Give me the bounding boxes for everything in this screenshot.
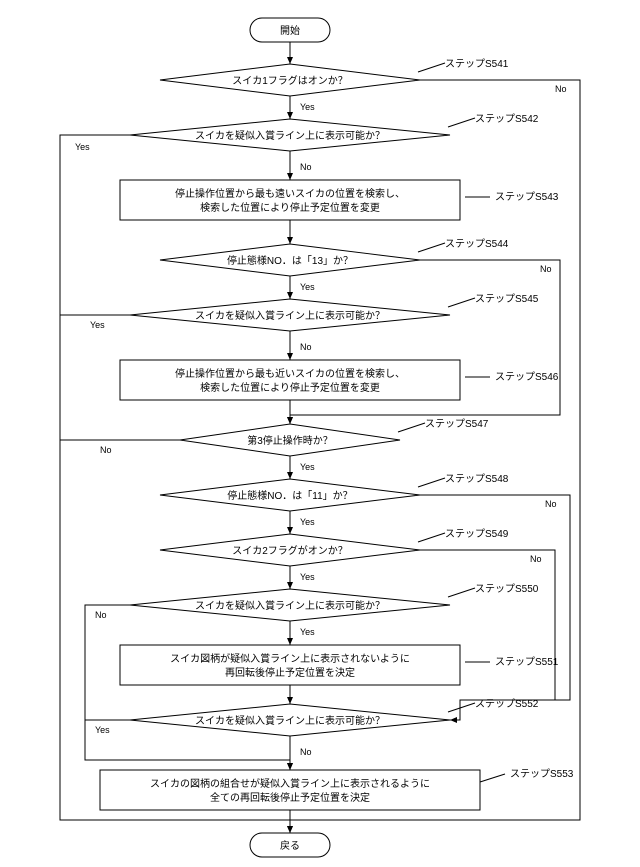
- leader-line: [448, 703, 475, 712]
- node-s549: スイカ2フラグがオンか？: [160, 534, 420, 566]
- node-s552: スイカを疑似入賞ライン上に表示可能か？: [130, 704, 450, 736]
- edge-label: No: [530, 554, 542, 564]
- edge-label: No: [540, 264, 552, 274]
- edge-label: No: [95, 610, 107, 620]
- node-text: スイカを疑似入賞ライン上に表示可能か？: [195, 599, 385, 612]
- leader-line: [480, 774, 505, 782]
- edge-label: No: [545, 499, 557, 509]
- node-s544: 停止態様NO．は「13」か？: [160, 244, 420, 276]
- node-s543: 停止操作位置から最も遠いスイカの位置を検索し、検索した位置により停止予定位置を変…: [120, 180, 460, 220]
- leader-line: [418, 478, 445, 487]
- edge-label: No: [300, 342, 312, 352]
- node-s553: スイカの図柄の組合せが疑似入賞ライン上に表示されるように全ての再回転後停止予定位…: [100, 770, 480, 810]
- node-s541: スイカ1フラグはオンか？: [160, 64, 420, 96]
- node-text: スイカ1フラグはオンか？: [232, 74, 348, 87]
- edge-label: No: [555, 84, 567, 94]
- step-label: ステップS552: [475, 698, 539, 710]
- node-text: 開始: [280, 24, 300, 37]
- step-label: ステップS542: [475, 113, 539, 125]
- step-label: ステップS544: [445, 238, 509, 250]
- node-text-line2: 検索した位置により停止予定位置を変更: [200, 381, 380, 394]
- node-s542: スイカを疑似入賞ライン上に表示可能か？: [130, 119, 450, 151]
- edge-label: Yes: [90, 320, 105, 330]
- edge-label: Yes: [75, 142, 90, 152]
- node-s550: スイカを疑似入賞ライン上に表示可能か？: [130, 589, 450, 621]
- edge-label: No: [100, 445, 112, 455]
- step-label: ステップS553: [510, 768, 574, 780]
- edge-label: Yes: [300, 627, 315, 637]
- node-text: 停止態様NO．は「13」か？: [227, 254, 353, 267]
- flowchart: Yes No No Yes Yes No No Yes Yes No Yes No Yes No Yes No…: [0, 0, 640, 867]
- leader-line: [418, 243, 445, 252]
- node-text-line1: 停止操作位置から最も近いスイカの位置を検索し、: [175, 367, 405, 380]
- edge-label: No: [300, 747, 312, 757]
- node-text: 第3停止操作時か？: [247, 434, 333, 447]
- node-start: 開始: [250, 18, 330, 42]
- edge: [85, 605, 290, 770]
- node-text-line1: スイカの図柄の組合せが疑似入賞ライン上に表示されるように: [150, 777, 430, 790]
- node-s551: スイカ図柄が疑似入賞ライン上に表示されないように再回転後停止予定位置を決定: [120, 645, 460, 685]
- step-label: ステップS549: [445, 528, 509, 540]
- leader-line: [418, 533, 445, 542]
- leader-line: [448, 298, 475, 307]
- edge-label: No: [300, 162, 312, 172]
- node-text-line2: 検索した位置により停止予定位置を変更: [200, 201, 380, 214]
- node-text: 停止態様NO．は「11」か？: [227, 489, 352, 502]
- node-text: 戻る: [280, 839, 300, 852]
- leader-line: [398, 423, 425, 432]
- step-label: ステップS548: [445, 473, 509, 485]
- edge-label: Yes: [95, 725, 110, 735]
- node-text-line1: スイカ図柄が疑似入賞ライン上に表示されないように: [170, 652, 410, 665]
- node-text-line2: 全ての再回転後停止予定位置を決定: [210, 791, 370, 804]
- step-label: ステップS551: [495, 656, 559, 668]
- step-label: ステップS550: [475, 583, 539, 595]
- node-s546: 停止操作位置から最も近いスイカの位置を検索し、検索した位置により停止予定位置を変…: [120, 360, 460, 400]
- node-text: スイカ2フラグがオンか？: [232, 544, 348, 557]
- node-s548: 停止態様NO．は「11」か？: [160, 479, 420, 511]
- edge-label: Yes: [300, 572, 315, 582]
- node-return: 戻る: [250, 833, 330, 857]
- node-text: スイカを疑似入賞ライン上に表示可能か？: [195, 129, 385, 142]
- node-text: スイカを疑似入賞ライン上に表示可能か？: [195, 714, 385, 727]
- leader-line: [448, 118, 475, 127]
- edge-label: Yes: [300, 517, 315, 527]
- edge-label: Yes: [300, 462, 315, 472]
- node-s547: 第3停止操作時か？: [180, 424, 400, 456]
- step-label: ステップS541: [445, 58, 509, 70]
- node-text: スイカを疑似入賞ライン上に表示可能か？: [195, 309, 385, 322]
- step-label: ステップS543: [495, 191, 559, 203]
- leader-line: [418, 63, 445, 72]
- edge-label: Yes: [300, 102, 315, 112]
- step-label: ステップS546: [495, 371, 559, 383]
- step-label: ステップS545: [475, 293, 539, 305]
- leader-line: [448, 588, 475, 597]
- node-text-line2: 再回転後停止予定位置を決定: [225, 666, 355, 679]
- edge-label: Yes: [300, 282, 315, 292]
- node-text-line1: 停止操作位置から最も遠いスイカの位置を検索し、: [175, 187, 405, 200]
- node-s545: スイカを疑似入賞ライン上に表示可能か？: [130, 299, 450, 331]
- step-label: ステップS547: [425, 418, 489, 430]
